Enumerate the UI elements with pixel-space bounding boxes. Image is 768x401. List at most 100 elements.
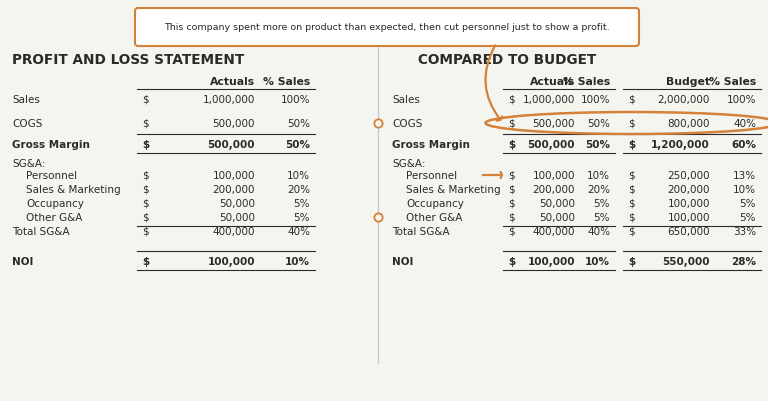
Text: $: $ bbox=[628, 198, 634, 209]
Text: 100,000: 100,000 bbox=[207, 256, 255, 266]
Text: 5%: 5% bbox=[740, 213, 756, 223]
Text: $: $ bbox=[628, 227, 634, 237]
Text: % Sales: % Sales bbox=[709, 77, 756, 87]
Text: 50,000: 50,000 bbox=[219, 213, 255, 223]
Text: $: $ bbox=[508, 198, 515, 209]
Text: 5%: 5% bbox=[594, 198, 610, 209]
Text: 200,000: 200,000 bbox=[532, 184, 575, 194]
Text: 500,000: 500,000 bbox=[532, 119, 575, 129]
Text: 500,000: 500,000 bbox=[528, 140, 575, 150]
Text: 5%: 5% bbox=[293, 198, 310, 209]
Text: 60%: 60% bbox=[731, 140, 756, 150]
Text: 5%: 5% bbox=[293, 213, 310, 223]
Text: NOI: NOI bbox=[392, 256, 413, 266]
Text: 400,000: 400,000 bbox=[213, 227, 255, 237]
Text: 100,000: 100,000 bbox=[528, 256, 575, 266]
Text: 100%: 100% bbox=[280, 95, 310, 105]
Text: 5%: 5% bbox=[594, 213, 610, 223]
Text: Personnel: Personnel bbox=[26, 170, 77, 180]
Text: $: $ bbox=[142, 119, 149, 129]
Text: 800,000: 800,000 bbox=[667, 119, 710, 129]
Text: 50%: 50% bbox=[587, 119, 610, 129]
Text: 500,000: 500,000 bbox=[207, 140, 255, 150]
Text: Total SG&A: Total SG&A bbox=[12, 227, 70, 237]
Text: Budget: Budget bbox=[666, 77, 710, 87]
Text: $: $ bbox=[142, 198, 149, 209]
Text: Sales & Marketing: Sales & Marketing bbox=[406, 184, 501, 194]
Text: 2,000,000: 2,000,000 bbox=[657, 95, 710, 105]
Text: 50%: 50% bbox=[585, 140, 610, 150]
Text: $: $ bbox=[508, 95, 515, 105]
Text: Sales: Sales bbox=[12, 95, 40, 105]
Text: 100%: 100% bbox=[727, 95, 756, 105]
Text: Occupancy: Occupancy bbox=[406, 198, 464, 209]
Text: $: $ bbox=[508, 184, 515, 194]
Text: $: $ bbox=[508, 256, 515, 266]
Text: Sales & Marketing: Sales & Marketing bbox=[26, 184, 121, 194]
Text: $: $ bbox=[628, 140, 635, 150]
Text: 50,000: 50,000 bbox=[539, 198, 575, 209]
Text: $: $ bbox=[142, 170, 149, 180]
Text: Actuals: Actuals bbox=[530, 77, 575, 87]
Text: 40%: 40% bbox=[733, 119, 756, 129]
Text: 10%: 10% bbox=[287, 170, 310, 180]
Text: 13%: 13% bbox=[733, 170, 756, 180]
Text: 40%: 40% bbox=[587, 227, 610, 237]
Text: 20%: 20% bbox=[287, 184, 310, 194]
Text: $: $ bbox=[628, 95, 634, 105]
Text: 50,000: 50,000 bbox=[539, 213, 575, 223]
Text: 200,000: 200,000 bbox=[667, 184, 710, 194]
Text: 33%: 33% bbox=[733, 227, 756, 237]
Text: 650,000: 650,000 bbox=[667, 227, 710, 237]
Text: $: $ bbox=[628, 184, 634, 194]
Text: $: $ bbox=[142, 184, 149, 194]
Text: $: $ bbox=[142, 256, 149, 266]
Text: 20%: 20% bbox=[587, 184, 610, 194]
Text: Sales: Sales bbox=[392, 95, 420, 105]
Text: 550,000: 550,000 bbox=[663, 256, 710, 266]
Text: 1,000,000: 1,000,000 bbox=[523, 95, 575, 105]
Text: $: $ bbox=[142, 95, 149, 105]
Text: 10%: 10% bbox=[733, 184, 756, 194]
Text: 5%: 5% bbox=[740, 198, 756, 209]
Text: $: $ bbox=[508, 170, 515, 180]
Text: $: $ bbox=[142, 227, 149, 237]
Text: Other G&A: Other G&A bbox=[406, 213, 462, 223]
Text: $: $ bbox=[508, 119, 515, 129]
Text: SG&A:: SG&A: bbox=[12, 159, 45, 168]
Text: Total SG&A: Total SG&A bbox=[392, 227, 449, 237]
Text: $: $ bbox=[628, 119, 634, 129]
Text: $: $ bbox=[508, 213, 515, 223]
Text: COGS: COGS bbox=[12, 119, 42, 129]
Text: 500,000: 500,000 bbox=[213, 119, 255, 129]
Text: 100,000: 100,000 bbox=[667, 198, 710, 209]
Text: 50%: 50% bbox=[285, 140, 310, 150]
Text: COGS: COGS bbox=[392, 119, 422, 129]
Text: Other G&A: Other G&A bbox=[26, 213, 82, 223]
Text: This company spent more on product than expected, then cut personnel just to sho: This company spent more on product than … bbox=[164, 23, 610, 32]
Text: 10%: 10% bbox=[587, 170, 610, 180]
Text: 400,000: 400,000 bbox=[532, 227, 575, 237]
Text: 250,000: 250,000 bbox=[667, 170, 710, 180]
Text: $: $ bbox=[628, 170, 634, 180]
Text: 10%: 10% bbox=[585, 256, 610, 266]
Text: % Sales: % Sales bbox=[563, 77, 610, 87]
Text: Gross Margin: Gross Margin bbox=[12, 140, 90, 150]
Text: 28%: 28% bbox=[731, 256, 756, 266]
Text: $: $ bbox=[142, 140, 149, 150]
Text: NOI: NOI bbox=[12, 256, 33, 266]
Text: 40%: 40% bbox=[287, 227, 310, 237]
Text: $: $ bbox=[142, 213, 149, 223]
Text: SG&A:: SG&A: bbox=[392, 159, 425, 168]
Text: 1,200,000: 1,200,000 bbox=[651, 140, 710, 150]
Text: 1,000,000: 1,000,000 bbox=[203, 95, 255, 105]
Text: 100,000: 100,000 bbox=[213, 170, 255, 180]
Text: Personnel: Personnel bbox=[406, 170, 457, 180]
Text: $: $ bbox=[508, 140, 515, 150]
Text: Actuals: Actuals bbox=[210, 77, 255, 87]
Text: Occupancy: Occupancy bbox=[26, 198, 84, 209]
Text: 100,000: 100,000 bbox=[532, 170, 575, 180]
Text: % Sales: % Sales bbox=[263, 77, 310, 87]
Text: PROFIT AND LOSS STATEMENT: PROFIT AND LOSS STATEMENT bbox=[12, 53, 244, 67]
Text: COMPARED TO BUDGET: COMPARED TO BUDGET bbox=[418, 53, 596, 67]
